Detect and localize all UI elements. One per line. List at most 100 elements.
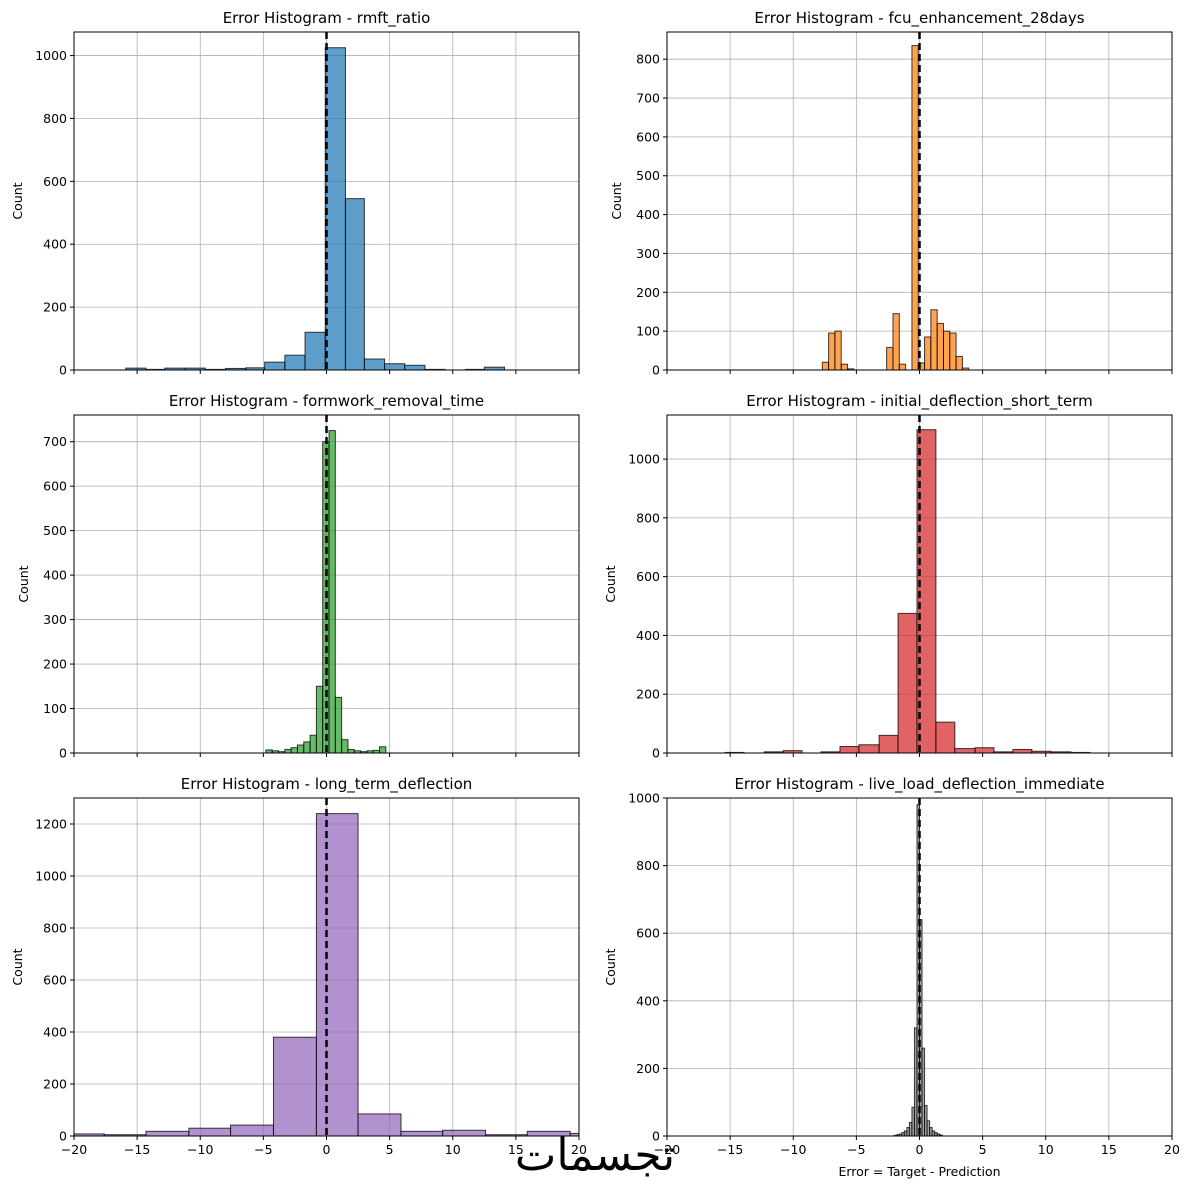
y-tick-label: 700 — [636, 91, 660, 106]
y-tick-label: 700 — [43, 434, 67, 449]
x-tick-label: 5 — [979, 1142, 987, 1157]
histogram-bar — [400, 1130, 444, 1137]
y-tick-label: 200 — [636, 1061, 660, 1076]
y-tick-label: 800 — [43, 111, 67, 126]
histogram-bar — [284, 748, 292, 754]
x-tick-label: 20 — [1164, 1142, 1180, 1157]
histogram-bar — [357, 1113, 402, 1137]
histogram-bar — [272, 1036, 317, 1137]
y-tick-label: 200 — [43, 1077, 67, 1092]
histogram-bar — [304, 331, 326, 371]
y-tick-label: 200 — [636, 285, 660, 300]
histogram-panel-6: −20 −15 −10 −5 0 5 10 15 2002004006008001000Erro… — [603, 775, 1180, 1179]
histogram-bar — [328, 430, 336, 754]
histogram-bar — [1012, 748, 1033, 754]
y-tick-label: 0 — [652, 1129, 660, 1144]
histogram-bar — [303, 741, 311, 754]
y-tick-label: 600 — [636, 926, 660, 941]
x-tick-label: 5 — [386, 1142, 394, 1157]
histogram-bar — [898, 363, 907, 371]
histogram-bar — [955, 355, 963, 371]
x-tick-label: −5 — [254, 1142, 272, 1157]
histogram-bar — [954, 748, 976, 754]
x-tick-label: 15 — [508, 1142, 524, 1157]
x-tick-label: −10 — [187, 1142, 213, 1157]
histogram-bar — [315, 685, 324, 754]
chart-title: Error Histogram - fcu_enhancement_28days — [754, 9, 1084, 28]
y-tick-label: 800 — [43, 921, 67, 936]
y-tick-label: 1200 — [35, 817, 67, 832]
y-tick-label: 800 — [636, 52, 660, 67]
y-tick-label: 0 — [59, 1129, 67, 1144]
histogram-bar — [949, 332, 957, 371]
y-tick-label: 500 — [43, 523, 67, 538]
x-tick-label: −15 — [124, 1142, 150, 1157]
histogram-bar — [341, 739, 349, 754]
y-tick-label: 0 — [652, 363, 660, 378]
histogram-bar — [892, 313, 900, 371]
x-tick-label: 10 — [445, 1142, 461, 1157]
chart-title: Error Histogram - rmft_ratio — [223, 9, 431, 28]
y-tick-label: 300 — [43, 612, 67, 627]
histogram-bar — [935, 721, 956, 754]
histogram-bar — [936, 322, 944, 371]
y-axis-label: Count — [10, 948, 25, 985]
histogram-bar — [442, 1129, 487, 1137]
histogram-bar — [230, 1124, 274, 1137]
histogram-bar — [290, 747, 298, 754]
y-tick-label: 500 — [636, 168, 660, 183]
x-tick-label: −10 — [780, 1142, 806, 1157]
y-tick-label: 400 — [636, 993, 660, 1008]
y-tick-label: 0 — [59, 746, 67, 761]
histogram-bar — [379, 746, 387, 754]
histogram-bar — [858, 744, 880, 754]
y-axis-label: Count — [10, 182, 25, 219]
histogram-bar — [878, 734, 899, 754]
histogram-bar — [821, 361, 830, 371]
chart-title: Error Histogram - initial_deflection_sho… — [746, 392, 1092, 411]
y-tick-label: 800 — [636, 510, 660, 525]
chart-title: Error Histogram - long_term_deflection — [181, 775, 473, 794]
y-tick-label: 400 — [43, 568, 67, 583]
chart-title: Error Histogram - live_load_deflection_i… — [734, 775, 1104, 794]
x-tick-label: −20 — [61, 1142, 87, 1157]
x-tick-label: 20 — [571, 1142, 587, 1157]
histogram-bar — [974, 747, 995, 754]
y-axis-label: Count — [603, 565, 618, 602]
y-axis-label: Count — [603, 948, 618, 985]
histogram-panel-1: 0 200 400 600 800 1000 Error Histogram - rmft_… — [10, 9, 580, 378]
y-tick-label: 1000 — [628, 452, 660, 467]
histogram-bar — [315, 813, 359, 1137]
histogram-panel-3: 0 100 200 300 400 500 600 700 Error Histogram - … — [16, 392, 580, 761]
histogram-bar — [384, 363, 406, 371]
y-tick-label: 200 — [43, 657, 67, 672]
chart-title: Error Histogram - formwork_removal_time — [169, 392, 484, 411]
y-tick-label: 400 — [636, 628, 660, 643]
histogram-panel-2: 0 100 200 300 400 500 600 700 800 Error Histogram… — [609, 9, 1173, 378]
x-tick-label: −5 — [847, 1142, 865, 1157]
y-tick-label: 200 — [636, 687, 660, 702]
watermark: تجسمات — [515, 1130, 675, 1181]
histogram-bar — [344, 198, 365, 371]
y-axis-label: Count — [16, 565, 31, 602]
y-tick-label: 800 — [636, 858, 660, 873]
histogram-bar — [363, 358, 386, 371]
y-tick-label: 600 — [43, 973, 67, 988]
histogram-bar — [284, 354, 306, 371]
x-tick-label: 15 — [1101, 1142, 1117, 1157]
histogram-bar — [930, 309, 938, 371]
histogram-bar — [296, 744, 305, 754]
y-tick-label: 400 — [43, 237, 67, 252]
histogram-bar — [897, 612, 918, 754]
x-tick-label: −15 — [717, 1142, 743, 1157]
histogram-panel-5: −20 −15 −10 −5 0 5 10 15 20020040060080010001200… — [10, 775, 587, 1157]
histogram-bar — [347, 748, 355, 754]
y-tick-label: 600 — [43, 479, 67, 494]
y-tick-label: 400 — [636, 207, 660, 222]
y-tick-label: 600 — [43, 174, 67, 189]
y-tick-label: 400 — [43, 1025, 67, 1040]
y-tick-label: 1000 — [35, 48, 67, 63]
histogram-bar — [145, 1130, 190, 1137]
histogram-bar — [404, 364, 426, 371]
histogram-panel-4: 0 200 400 600 800 1000 Error Histogram - initi… — [603, 392, 1173, 761]
